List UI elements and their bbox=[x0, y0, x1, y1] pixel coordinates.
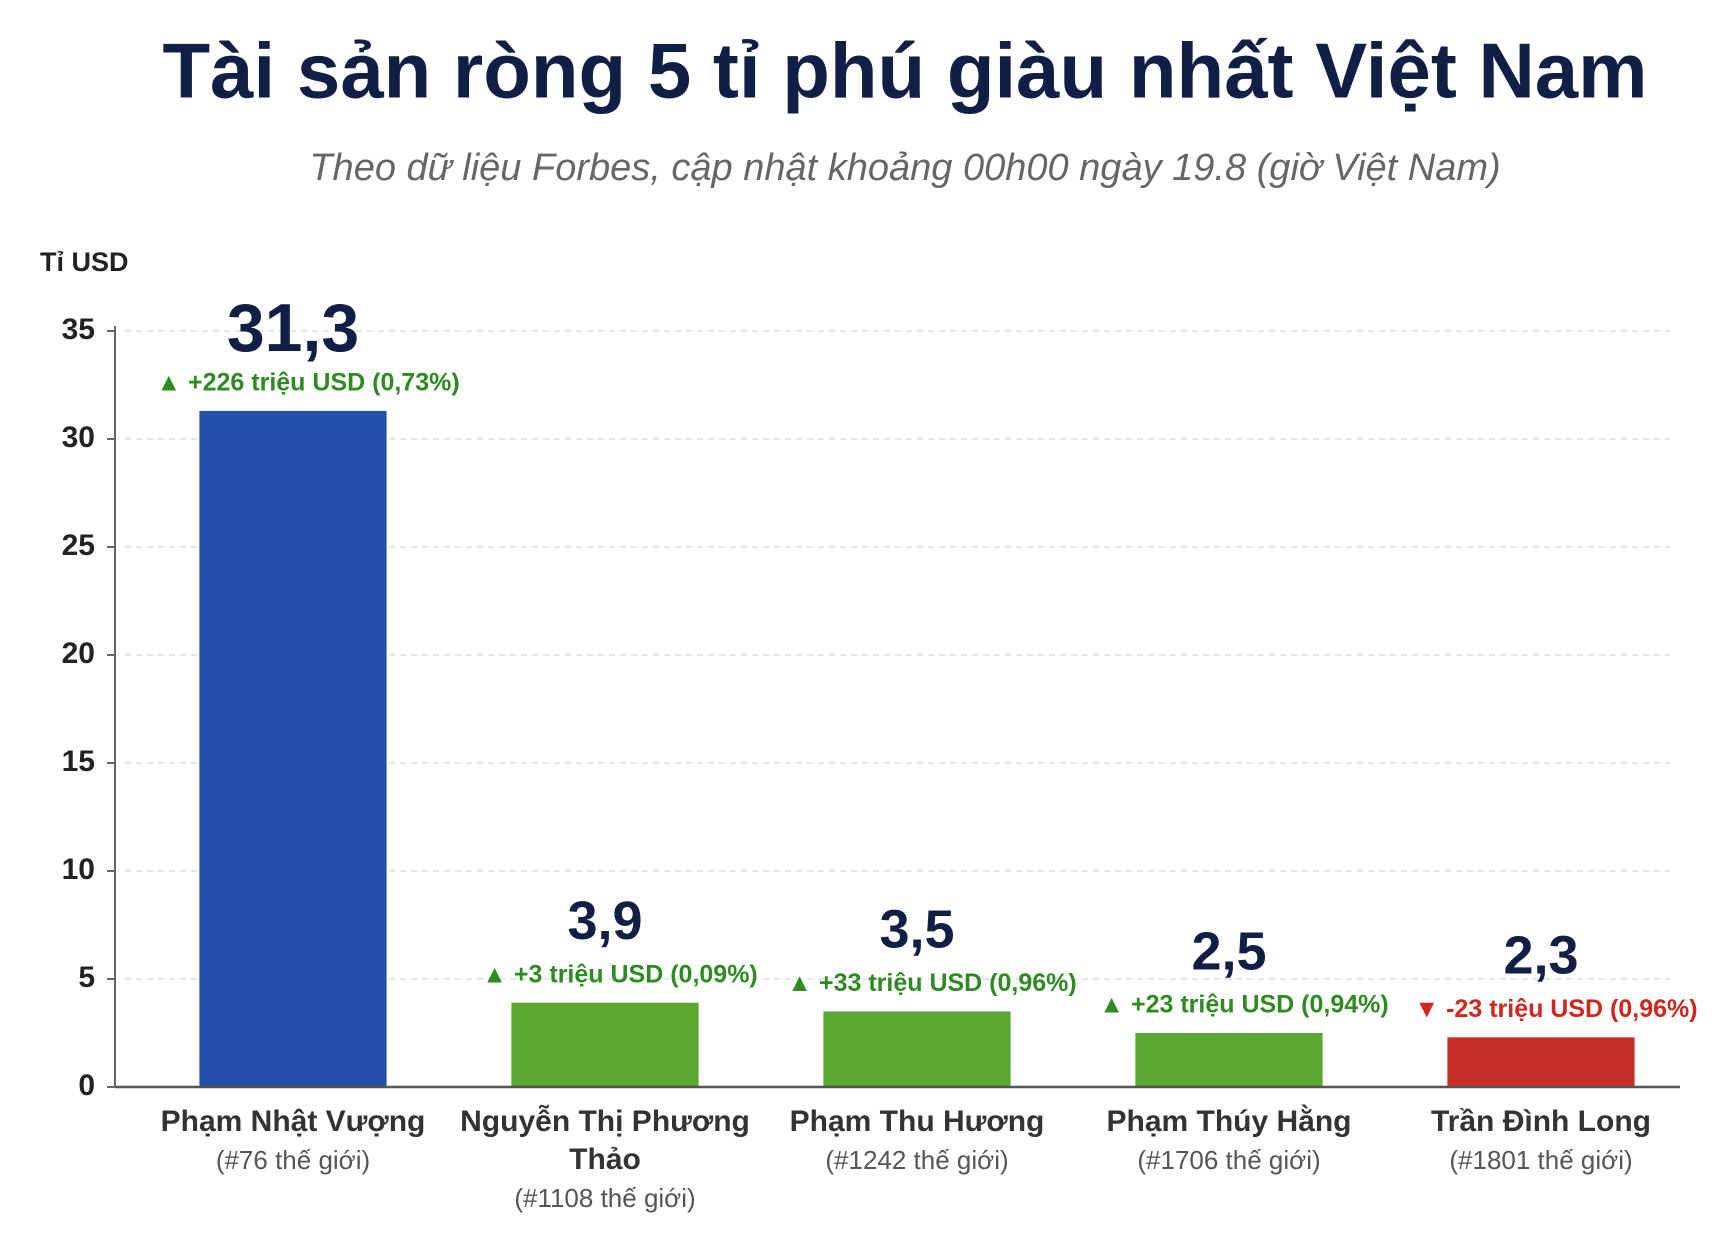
change-label: ▲ +226 triệu USD (0,73%) bbox=[156, 369, 459, 397]
y-tick-label: 10 bbox=[62, 853, 95, 886]
value-label: 3,5 bbox=[879, 900, 954, 960]
change-label: ▲ +33 triệu USD (0,96%) bbox=[787, 969, 1076, 997]
category-note: (#1801 thế giới) bbox=[1449, 1145, 1633, 1175]
chart-subtitle: Theo dữ liệu Forbes, cập nhật khoảng 00h… bbox=[309, 147, 1500, 189]
change-label: ▲ +23 triệu USD (0,94%) bbox=[1099, 991, 1388, 1019]
bar bbox=[1447, 1037, 1635, 1087]
category-note: (#1242 thế giới) bbox=[825, 1145, 1009, 1175]
value-label: 2,5 bbox=[1191, 921, 1266, 981]
y-tick-label: 25 bbox=[62, 529, 95, 562]
y-tick-label: 5 bbox=[78, 961, 95, 994]
bar bbox=[1135, 1033, 1323, 1087]
bar bbox=[199, 410, 387, 1087]
category-label: Trần Đình Long bbox=[1431, 1105, 1651, 1138]
value-label: 2,3 bbox=[1503, 926, 1578, 986]
bar bbox=[511, 1002, 699, 1087]
category-label: Phạm Thu Hương bbox=[789, 1105, 1045, 1138]
y-tick-label: 20 bbox=[62, 637, 95, 670]
y-tick-label: 30 bbox=[62, 421, 95, 454]
category-label: Phạm Thúy Hằng bbox=[1106, 1105, 1352, 1138]
y-tick-label: 35 bbox=[62, 313, 95, 346]
value-label: 3,9 bbox=[567, 891, 642, 951]
y-tick-label: 15 bbox=[62, 745, 95, 778]
category-label-group: Phạm Nhật Vượng (#76 thế giới) bbox=[143, 1103, 443, 1179]
y-tick-label: 0 bbox=[78, 1069, 95, 1102]
category-label-group: Trần Đình Long (#1801 thế giới) bbox=[1391, 1103, 1691, 1179]
y-axis-label: Tỉ USD bbox=[40, 247, 129, 277]
category-note: (#1108 thế giới) bbox=[514, 1183, 696, 1213]
category-label: Phạm Nhật Vượng bbox=[160, 1105, 426, 1138]
change-label: ▲ +3 triệu USD (0,09%) bbox=[482, 960, 758, 988]
category-label-group: Phạm Thu Hương (#1242 thế giới) bbox=[767, 1103, 1067, 1179]
change-label: ▼ -23 triệu USD (0,96%) bbox=[1414, 995, 1697, 1023]
bar bbox=[823, 1011, 1011, 1087]
category-label-group: Phạm Thúy Hằng (#1706 thế giới) bbox=[1079, 1103, 1379, 1179]
category-label: Nguyễn Thị Phương Thảo bbox=[460, 1105, 750, 1176]
category-note: (#76 thế giới) bbox=[215, 1145, 371, 1175]
value-label: 31,3 bbox=[227, 290, 359, 366]
category-note: (#1706 thế giới) bbox=[1137, 1145, 1321, 1175]
chart-title: Tài sản ròng 5 tỉ phú giàu nhất Việt Nam bbox=[162, 27, 1647, 115]
category-label-group: Nguyễn Thị Phương Thảo (#1108 thế giới) bbox=[455, 1103, 755, 1217]
